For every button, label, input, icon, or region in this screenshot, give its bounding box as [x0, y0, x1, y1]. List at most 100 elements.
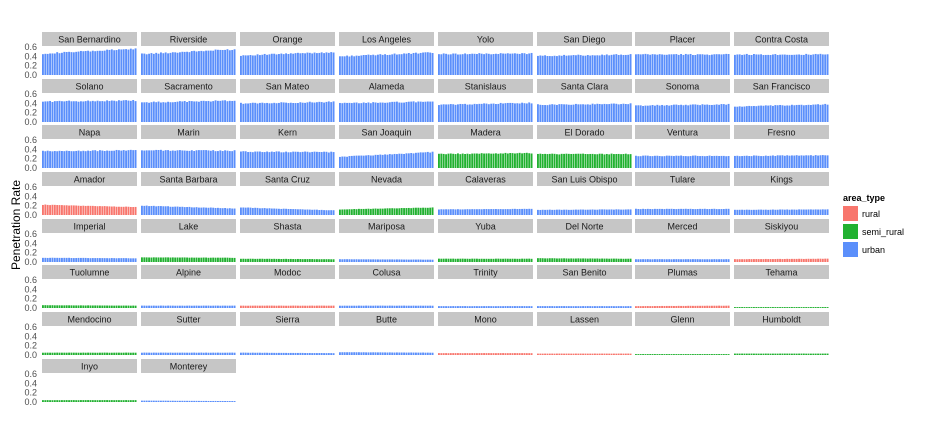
- bar: [415, 259, 417, 262]
- bar: [247, 305, 250, 308]
- facet-riverside: Riverside: [141, 32, 236, 75]
- bar: [741, 353, 744, 355]
- bar: [772, 353, 774, 355]
- bar: [570, 306, 573, 308]
- bar: [332, 353, 335, 355]
- bar: [374, 102, 377, 122]
- bar: [646, 155, 649, 168]
- bar: [663, 354, 666, 355]
- bar: [622, 103, 625, 122]
- bar: [120, 150, 123, 168]
- bar: [228, 401, 231, 402]
- bar: [422, 305, 425, 308]
- bar: [447, 104, 450, 122]
- bar: [53, 151, 56, 168]
- bar: [767, 209, 770, 215]
- bar: [738, 259, 741, 262]
- bar: [722, 155, 725, 168]
- bar: [311, 151, 314, 168]
- bar: [795, 307, 798, 308]
- bar: [610, 103, 613, 122]
- bar: [814, 155, 817, 168]
- bar: [367, 155, 370, 168]
- bar: [143, 150, 146, 168]
- bar: [350, 259, 353, 262]
- bar: [694, 155, 697, 168]
- bar: [483, 103, 486, 122]
- facet-strip-label: Imperial: [73, 222, 105, 232]
- bar: [598, 209, 601, 215]
- bar: [530, 258, 533, 262]
- bar: [495, 53, 497, 75]
- bar: [665, 155, 668, 168]
- bar: [454, 258, 457, 262]
- bar: [120, 100, 123, 122]
- bar: [419, 101, 422, 122]
- bar: [654, 306, 656, 308]
- bar: [285, 208, 288, 215]
- bar: [689, 259, 692, 262]
- bar: [403, 53, 406, 75]
- bar: [285, 305, 288, 308]
- bar: [589, 153, 592, 168]
- bar: [461, 209, 464, 215]
- legend-key-urban: [843, 242, 858, 257]
- bar: [417, 152, 420, 168]
- bar: [108, 206, 111, 215]
- facet-santa-clara: Santa Clara: [537, 79, 632, 122]
- bar: [772, 155, 774, 168]
- bar: [152, 53, 155, 75]
- bar: [280, 208, 283, 215]
- bar: [644, 306, 647, 308]
- bar: [675, 305, 678, 308]
- facet-strip-label: Amador: [74, 175, 106, 185]
- bar: [106, 206, 109, 215]
- bar: [577, 104, 580, 122]
- bar: [308, 52, 311, 75]
- facet-strip-label: Del Norte: [565, 222, 603, 232]
- bar: [445, 353, 448, 355]
- bar: [207, 352, 210, 355]
- bar: [282, 102, 285, 122]
- bar: [259, 208, 261, 215]
- bar: [572, 353, 575, 355]
- bar: [603, 258, 606, 262]
- bar: [699, 354, 702, 355]
- bar: [91, 258, 94, 262]
- y-tick-label: 0.0: [24, 350, 37, 360]
- bar: [155, 102, 158, 122]
- bar: [273, 305, 276, 308]
- bar: [77, 257, 80, 262]
- bar: [108, 352, 111, 355]
- bar: [558, 258, 561, 262]
- bar: [410, 208, 413, 215]
- bar: [103, 50, 106, 75]
- bar: [429, 152, 432, 168]
- bar: [374, 305, 377, 308]
- bar: [760, 259, 763, 262]
- bar: [567, 209, 570, 215]
- bar: [155, 206, 158, 215]
- bar: [289, 208, 292, 215]
- bar: [308, 101, 311, 122]
- bar: [624, 258, 627, 262]
- bar: [473, 306, 476, 308]
- bar: [603, 55, 606, 75]
- bar: [783, 209, 786, 215]
- bar: [330, 151, 333, 168]
- bar: [306, 151, 309, 168]
- bar: [96, 400, 99, 402]
- bar: [457, 54, 459, 75]
- bar: [195, 51, 198, 75]
- bar: [485, 258, 488, 262]
- bar: [812, 307, 815, 308]
- facet-strip-label: Solano: [75, 82, 103, 92]
- bar: [287, 54, 290, 75]
- facet-yuba: Yuba: [438, 219, 533, 262]
- bar: [410, 305, 413, 308]
- bar: [261, 54, 264, 75]
- bar: [65, 205, 68, 215]
- bar: [586, 258, 589, 262]
- bar: [608, 55, 611, 75]
- bar: [584, 209, 587, 215]
